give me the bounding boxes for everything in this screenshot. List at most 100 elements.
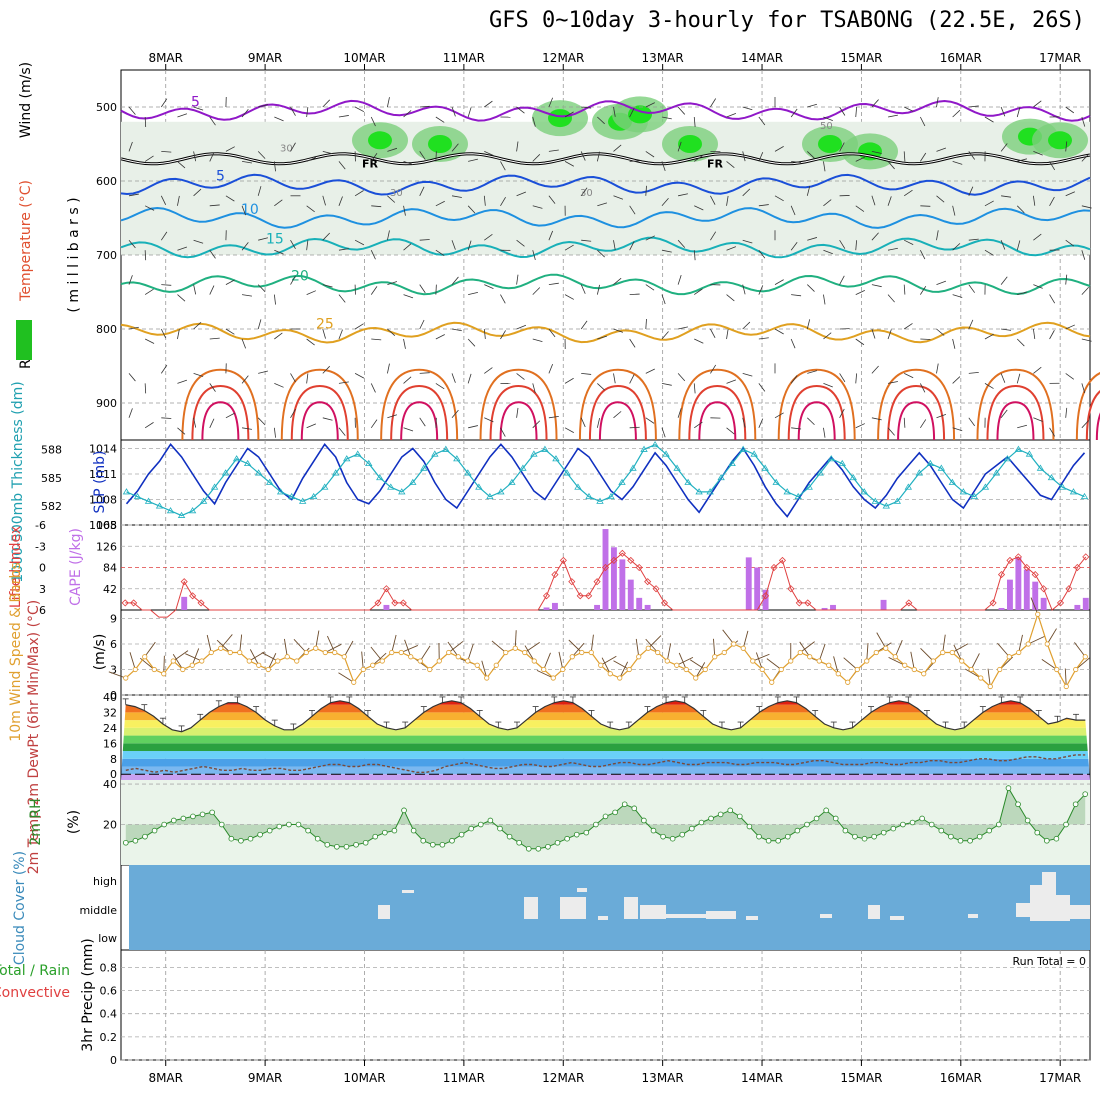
thickness-marker bbox=[981, 483, 990, 490]
wind-barb bbox=[726, 113, 737, 118]
lifted-index-marker bbox=[644, 578, 652, 586]
wind-speed-marker bbox=[902, 662, 908, 668]
wind-barb bbox=[403, 161, 414, 166]
surface-wind-barb bbox=[361, 651, 364, 670]
precip-panel: 0 0.2 0.4 0.6 0.8 Run Total = 0 Total / Rain Co… bbox=[0, 938, 1090, 1067]
wind-speed-marker bbox=[788, 658, 794, 664]
thickness-marker bbox=[882, 502, 890, 509]
wind-barb bbox=[1000, 106, 1006, 117]
wind-barb bbox=[274, 249, 284, 255]
surface-wind-barb bbox=[447, 641, 459, 658]
run-total-label: Run Total = 0 bbox=[1013, 955, 1087, 968]
wind-barb bbox=[952, 376, 961, 384]
wind-barb bbox=[726, 294, 735, 302]
wind-barb bbox=[354, 373, 365, 379]
rh-marker bbox=[199, 811, 206, 818]
wind-barb bbox=[322, 99, 331, 108]
surface-wind-barb bbox=[766, 658, 782, 670]
wind-barb bbox=[871, 284, 882, 288]
pressure-tick-label: 500 bbox=[96, 101, 117, 114]
lifted-index-marker bbox=[770, 563, 778, 572]
rh-marker bbox=[477, 821, 484, 828]
rh-marker bbox=[209, 809, 215, 816]
wind-barb bbox=[629, 107, 635, 118]
wind-barb bbox=[435, 334, 445, 340]
lifted-index-marker bbox=[1006, 556, 1014, 564]
lifted-index-marker bbox=[997, 571, 1006, 579]
surface-wind-barb bbox=[1041, 659, 1058, 670]
wind-barb bbox=[241, 242, 249, 251]
low-level-temp-contour bbox=[181, 368, 260, 441]
wind-barb bbox=[500, 330, 506, 340]
cloud-patch bbox=[968, 914, 978, 918]
thickness-marker bbox=[860, 488, 868, 495]
wind-speed-marker bbox=[579, 649, 585, 656]
wind-barb bbox=[855, 107, 858, 118]
wind-barb bbox=[161, 417, 172, 419]
wind-barb bbox=[629, 374, 635, 384]
wind-speed-marker bbox=[417, 658, 423, 664]
cape-bar bbox=[551, 602, 558, 610]
wind-barb bbox=[387, 230, 390, 241]
surface-wind-barb bbox=[1074, 642, 1086, 658]
wind-barb bbox=[968, 371, 979, 374]
wind-barb bbox=[564, 244, 574, 251]
wind-barb bbox=[726, 329, 729, 340]
lifted-index-marker bbox=[1065, 585, 1073, 593]
surface-wind-barb bbox=[239, 634, 243, 653]
wind-speed-marker bbox=[569, 654, 575, 660]
wind-barb bbox=[451, 106, 456, 117]
rh-marker bbox=[669, 835, 676, 842]
thickness-marker bbox=[992, 469, 1001, 476]
rh-marker bbox=[545, 843, 551, 850]
cloud-patch bbox=[666, 914, 708, 918]
cape-ylabel: CAPE (J/kg) bbox=[68, 528, 84, 606]
wind-barb bbox=[403, 243, 412, 251]
wind-barb bbox=[790, 241, 798, 251]
lifted-index-marker bbox=[787, 585, 795, 593]
rh-contour-label: 30 bbox=[580, 188, 593, 199]
rh-marker bbox=[324, 841, 331, 848]
thickness-marker bbox=[243, 459, 252, 467]
thickness-marker bbox=[662, 450, 670, 457]
rh-marker bbox=[919, 815, 925, 822]
rh-marker bbox=[775, 837, 781, 844]
surface-wind-barb bbox=[676, 656, 694, 666]
wind-speed-marker bbox=[588, 649, 594, 656]
wind-barb bbox=[904, 106, 914, 112]
wind-speed-marker bbox=[522, 649, 528, 656]
wind-barb bbox=[241, 205, 247, 216]
wind-barb bbox=[209, 249, 216, 259]
wind-barb bbox=[177, 329, 180, 340]
wind-barb bbox=[500, 197, 506, 207]
rh-marker bbox=[410, 827, 417, 834]
wind-barb bbox=[484, 151, 494, 156]
lifted-index-marker bbox=[130, 599, 138, 607]
wind-barb bbox=[1065, 191, 1075, 197]
wind-barb bbox=[1065, 239, 1075, 247]
low-level-temp-contour bbox=[290, 384, 349, 441]
wind-barb bbox=[581, 239, 592, 242]
wind-barb bbox=[257, 319, 262, 330]
temp-color-band bbox=[121, 766, 1090, 775]
thickness-marker bbox=[772, 478, 780, 485]
wind-barb bbox=[144, 422, 154, 429]
thickness-line bbox=[126, 444, 1085, 517]
wind-barb bbox=[645, 284, 655, 291]
wind-barb bbox=[516, 324, 527, 330]
wind-barb bbox=[548, 328, 556, 338]
thickness-marker bbox=[926, 459, 935, 467]
precip-tick-label: 0 bbox=[110, 1054, 117, 1067]
wind-speed-marker bbox=[645, 645, 651, 651]
wind-barb bbox=[209, 116, 216, 126]
wind-speed-marker bbox=[759, 666, 765, 673]
wind-barb bbox=[580, 284, 586, 294]
low-level-temp-contour bbox=[777, 368, 856, 441]
wind-barb bbox=[177, 246, 188, 251]
precip-tick-label: 0.4 bbox=[100, 1008, 118, 1021]
wind-speed-marker bbox=[740, 645, 746, 651]
wind-barb bbox=[791, 161, 802, 164]
rh-marker bbox=[852, 833, 858, 840]
low-level-temp-contour bbox=[1085, 390, 1100, 441]
wind-speed-marker bbox=[636, 654, 642, 660]
